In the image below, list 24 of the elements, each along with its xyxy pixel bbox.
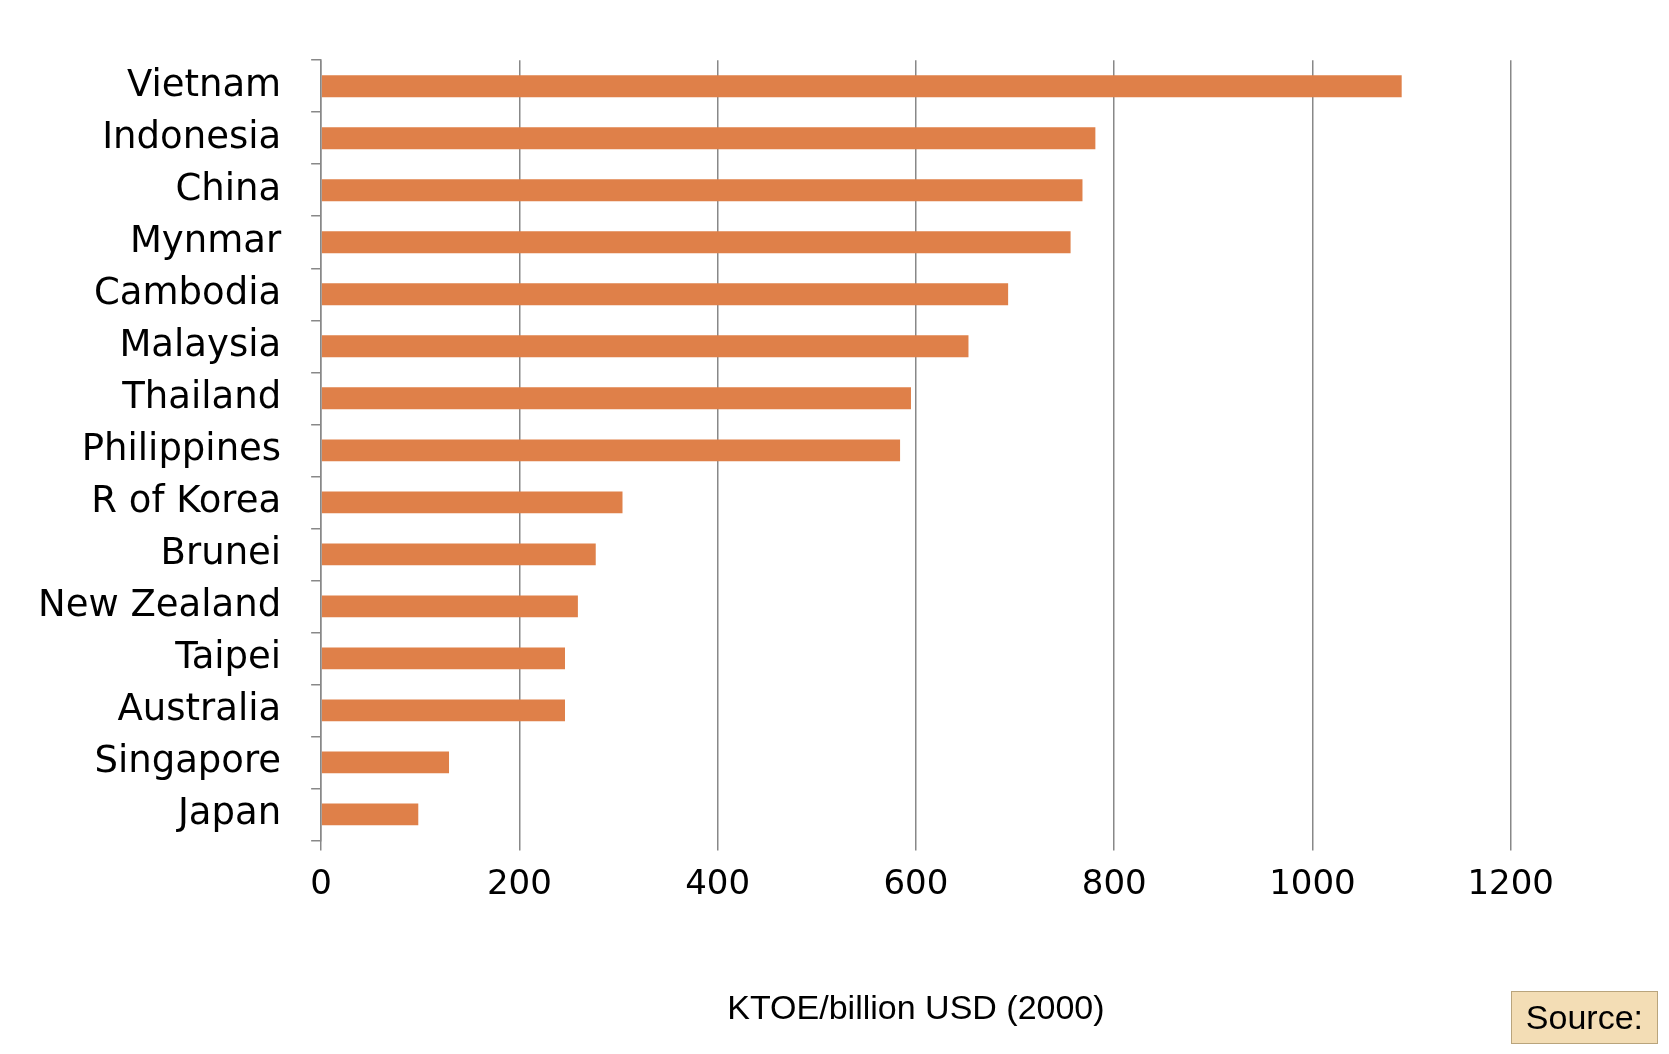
y-tick-label: Taipei <box>174 633 282 677</box>
y-tick-label: Singapore <box>94 737 282 781</box>
y-tick-label: Vietnam <box>126 61 282 105</box>
source-note: Source: <box>1510 991 1658 1044</box>
x-tick-label: 1200 <box>1467 861 1554 902</box>
y-tick-label: Thailand <box>121 373 282 417</box>
x-tick-label: 1000 <box>1269 861 1356 902</box>
y-tick-label: Brunei <box>160 529 282 573</box>
y-tick-label: New Zealand <box>38 581 282 625</box>
y-tick-label: Mynmar <box>129 217 282 261</box>
y-tick-label: Cambodia <box>94 269 282 313</box>
y-tick-label: Japan <box>175 790 282 833</box>
x-axis-title: KTOE/billion USD (2000) <box>727 987 1105 1026</box>
x-tick-label: 400 <box>685 861 751 902</box>
y-tick-label: R of Korea <box>91 477 282 521</box>
x-tick-label: 200 <box>486 861 552 902</box>
y-tick-label: China <box>175 165 282 209</box>
x-tick-label: 800 <box>1081 861 1147 902</box>
x-tick-label: 600 <box>883 861 949 902</box>
y-tick-label: Philippines <box>81 425 282 469</box>
y-tick-label: Indonesia <box>102 113 282 157</box>
y-tick-label: Australia <box>117 685 282 729</box>
y-tick-label: Malaysia <box>119 321 282 365</box>
x-tick-label: 0 <box>310 861 332 902</box>
